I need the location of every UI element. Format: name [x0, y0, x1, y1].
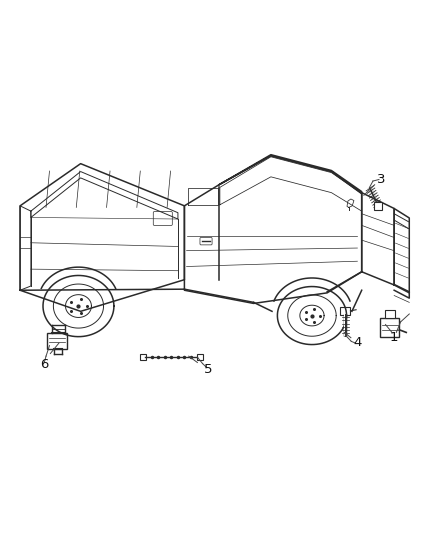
- Text: 3: 3: [377, 173, 385, 186]
- FancyBboxPatch shape: [200, 238, 212, 245]
- FancyBboxPatch shape: [340, 306, 350, 315]
- FancyBboxPatch shape: [140, 354, 146, 360]
- Text: 5: 5: [204, 363, 212, 376]
- FancyBboxPatch shape: [385, 310, 395, 318]
- Text: 1: 1: [390, 331, 399, 344]
- Text: 6: 6: [40, 358, 48, 370]
- Text: 4: 4: [353, 336, 362, 350]
- FancyBboxPatch shape: [47, 333, 67, 349]
- FancyBboxPatch shape: [197, 354, 202, 360]
- FancyBboxPatch shape: [153, 212, 172, 225]
- FancyBboxPatch shape: [380, 318, 399, 337]
